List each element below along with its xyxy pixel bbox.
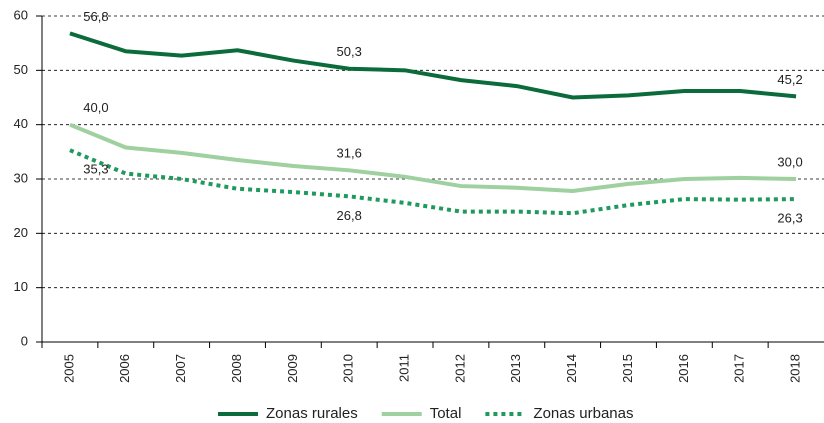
y-tick-label: 0 (21, 333, 28, 348)
legend-label: Total (430, 405, 462, 422)
data-label: 56,8 (83, 9, 108, 24)
y-tick-label: 20 (14, 225, 28, 240)
y-tick-label: 30 (14, 170, 28, 185)
x-tick-label: 2009 (285, 354, 300, 383)
x-tick-label: 2018 (788, 354, 803, 383)
data-label: 50,3 (337, 44, 362, 59)
x-tick-label: 2007 (173, 354, 188, 383)
y-tick-label: 60 (14, 7, 28, 22)
series-line (69, 122, 797, 193)
series-line (69, 31, 797, 100)
data-label: 26,8 (337, 208, 362, 223)
legend-label: Zonas rurales (266, 405, 358, 422)
x-tick-label: 2010 (341, 354, 356, 383)
legend-label: Zonas urbanas (533, 405, 633, 422)
data-label: 30,0 (777, 154, 802, 169)
y-tick-label: 40 (14, 116, 28, 131)
x-tick-label: 2011 (397, 354, 412, 382)
series-line (69, 148, 797, 216)
x-tick-label: 2006 (117, 354, 132, 383)
data-label: 35,3 (83, 162, 108, 177)
data-label: 45,2 (777, 72, 802, 87)
x-tick-label: 2005 (61, 354, 76, 383)
x-tick-label: 2012 (452, 354, 467, 383)
y-tick-label: 50 (14, 62, 28, 77)
x-tick-label: 2014 (564, 354, 579, 383)
data-label: 31,6 (337, 146, 362, 161)
x-tick-label: 2015 (620, 354, 635, 383)
x-tick-label: 2016 (676, 354, 691, 383)
x-tick-label: 2008 (229, 354, 244, 383)
x-tick-label: 2017 (732, 354, 747, 383)
y-tick-label: 10 (14, 279, 28, 294)
data-label: 40,0 (83, 100, 108, 115)
x-tick-label: 2013 (508, 354, 523, 383)
data-label: 26,3 (777, 211, 802, 226)
